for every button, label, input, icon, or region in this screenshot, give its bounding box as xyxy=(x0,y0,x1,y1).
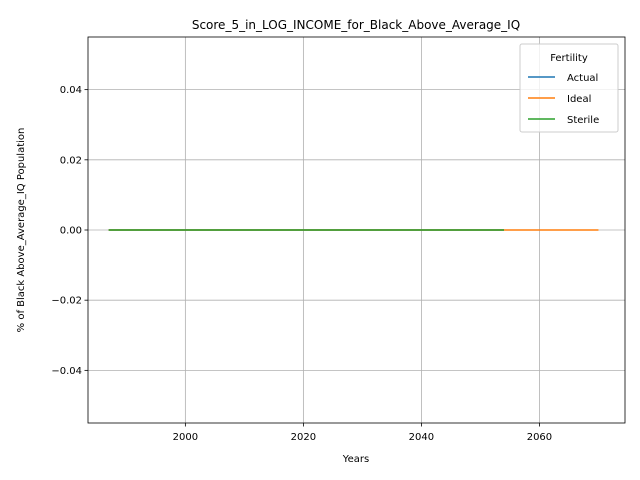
y-tick-label: 0.04 xyxy=(60,85,82,96)
legend-label-sterile: Sterile xyxy=(567,115,599,126)
y-axis-ticks: −0.04 −0.02 0.00 0.02 0.04 xyxy=(51,85,88,377)
x-tick-label: 2060 xyxy=(527,432,552,443)
x-axis-label: Years xyxy=(342,454,369,465)
legend: Fertility Actual Ideal Sterile xyxy=(519,43,619,133)
x-tick-label: 2040 xyxy=(409,432,434,443)
y-tick-label: −0.02 xyxy=(51,296,82,307)
y-tick-label: −0.04 xyxy=(51,366,82,377)
x-tick-label: 2000 xyxy=(173,432,198,443)
x-axis-ticks: 2000 2020 2040 2060 xyxy=(173,423,552,443)
legend-label-ideal: Ideal xyxy=(567,94,591,105)
chart-title: Score_5_in_LOG_INCOME_for_Black_Above_Av… xyxy=(192,18,520,32)
x-tick-label: 2020 xyxy=(291,432,316,443)
y-tick-label: 0.02 xyxy=(60,155,82,166)
legend-label-actual: Actual xyxy=(567,73,598,84)
y-axis-label: % of Black Above_Average_IQ Population xyxy=(16,128,27,333)
y-tick-label: 0.00 xyxy=(60,226,82,237)
legend-title: Fertility xyxy=(550,53,588,64)
legend-box xyxy=(519,43,619,133)
